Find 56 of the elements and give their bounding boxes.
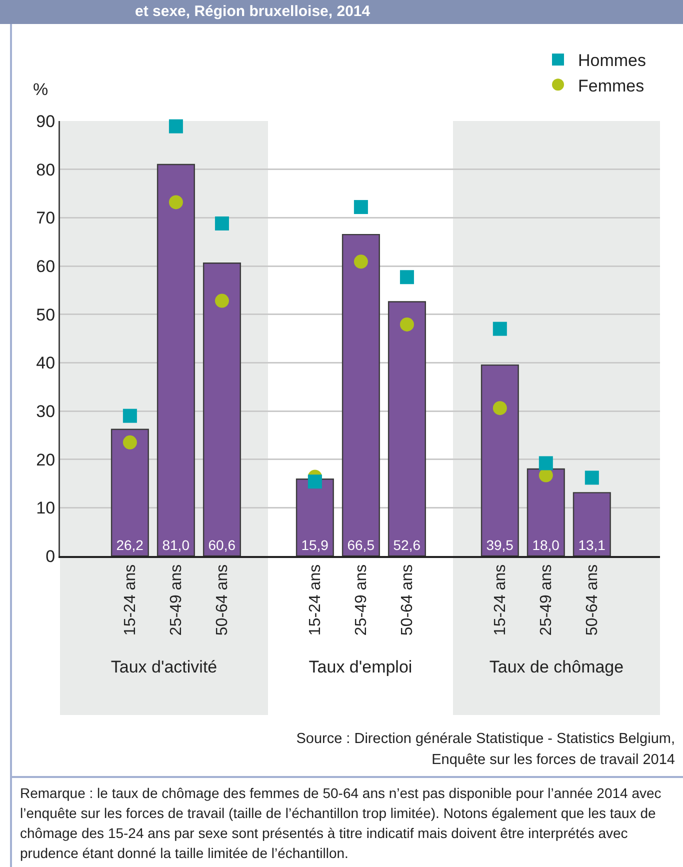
y-tick-label: 0 (46, 546, 56, 566)
y-tick-label: 90 (36, 112, 56, 131)
x-tick-label: 50-64 ans (584, 564, 602, 636)
bar (110, 428, 149, 556)
source-note: Source : Direction générale Statistique - Statistics Belgium, Enquête sur les forces de travail 2014 (295, 730, 675, 770)
data-label: 13,1 (578, 537, 606, 553)
x-tick-label: 50-64 ans (214, 564, 232, 636)
point (538, 456, 553, 470)
y-tick-label: 20 (36, 450, 56, 470)
y-axis-title: % (33, 80, 48, 99)
x-tick-label: 25-49 ans (538, 564, 556, 636)
legend-label: Hommes (578, 51, 646, 70)
y-tick-label: 40 (36, 354, 56, 373)
x-tick-label: 15-24 ans (492, 564, 510, 636)
point (122, 435, 137, 450)
data-label: 15,9 (301, 537, 329, 553)
x-tick-label: 50-64 ans (399, 564, 416, 636)
x-tick-label: 15-24 ans (307, 564, 324, 636)
x-tick-label: 15-24 ans (122, 564, 140, 636)
point (168, 195, 183, 210)
point (400, 317, 414, 332)
data-label: 52,6 (393, 537, 421, 553)
bar (156, 164, 195, 556)
data-label: 60,6 (208, 537, 236, 553)
legend-label: Femmes (578, 76, 644, 96)
x-axis-title: Taux d'activité (110, 657, 218, 676)
point (492, 322, 507, 336)
y-tick-label: 70 (36, 208, 56, 228)
y-tick-label: 80 (36, 160, 56, 180)
point (354, 200, 368, 214)
bar (202, 262, 241, 556)
point (308, 474, 322, 489)
data-label: 18,0 (532, 537, 560, 553)
point (168, 119, 183, 134)
point (214, 216, 229, 230)
point (538, 468, 553, 482)
y-tick-label: 10 (36, 498, 56, 518)
point (122, 408, 137, 423)
chart-title: et sexe, Région bruxelloise, 2014 (135, 3, 370, 21)
y-tick-label: 30 (36, 402, 56, 421)
data-label: 66,5 (347, 537, 375, 553)
point (354, 254, 368, 269)
data-label: 39,5 (486, 537, 514, 553)
x-axis-title: Taux de chômage (489, 657, 624, 676)
x-axis-title: Taux d'emploi (308, 657, 412, 676)
point (400, 270, 414, 284)
y-tick-label: 50 (36, 305, 56, 324)
point (492, 401, 507, 416)
data-label: 26,2 (116, 537, 144, 553)
x-tick-label: 25-49 ans (353, 564, 370, 636)
point (214, 294, 229, 308)
y-tick-label: 60 (36, 256, 56, 276)
text: Remarque : le taux de chômage des femmes de 50-64 ans n’est pas disponible pour l’année 2014 avec l’enquête sur les forces de travail (taille de l’échantillon trop limitée). Notons également que les taux de chômage des 15-24 ans par sexe sont présentés à titre indicatif mais doivent être interprétés avec prudence étant donné la taille limitée de l’échantillon. (20, 784, 662, 863)
point (584, 470, 599, 485)
x-tick-label: 25-49 ans (168, 564, 186, 636)
data-label: 81,0 (162, 537, 190, 553)
